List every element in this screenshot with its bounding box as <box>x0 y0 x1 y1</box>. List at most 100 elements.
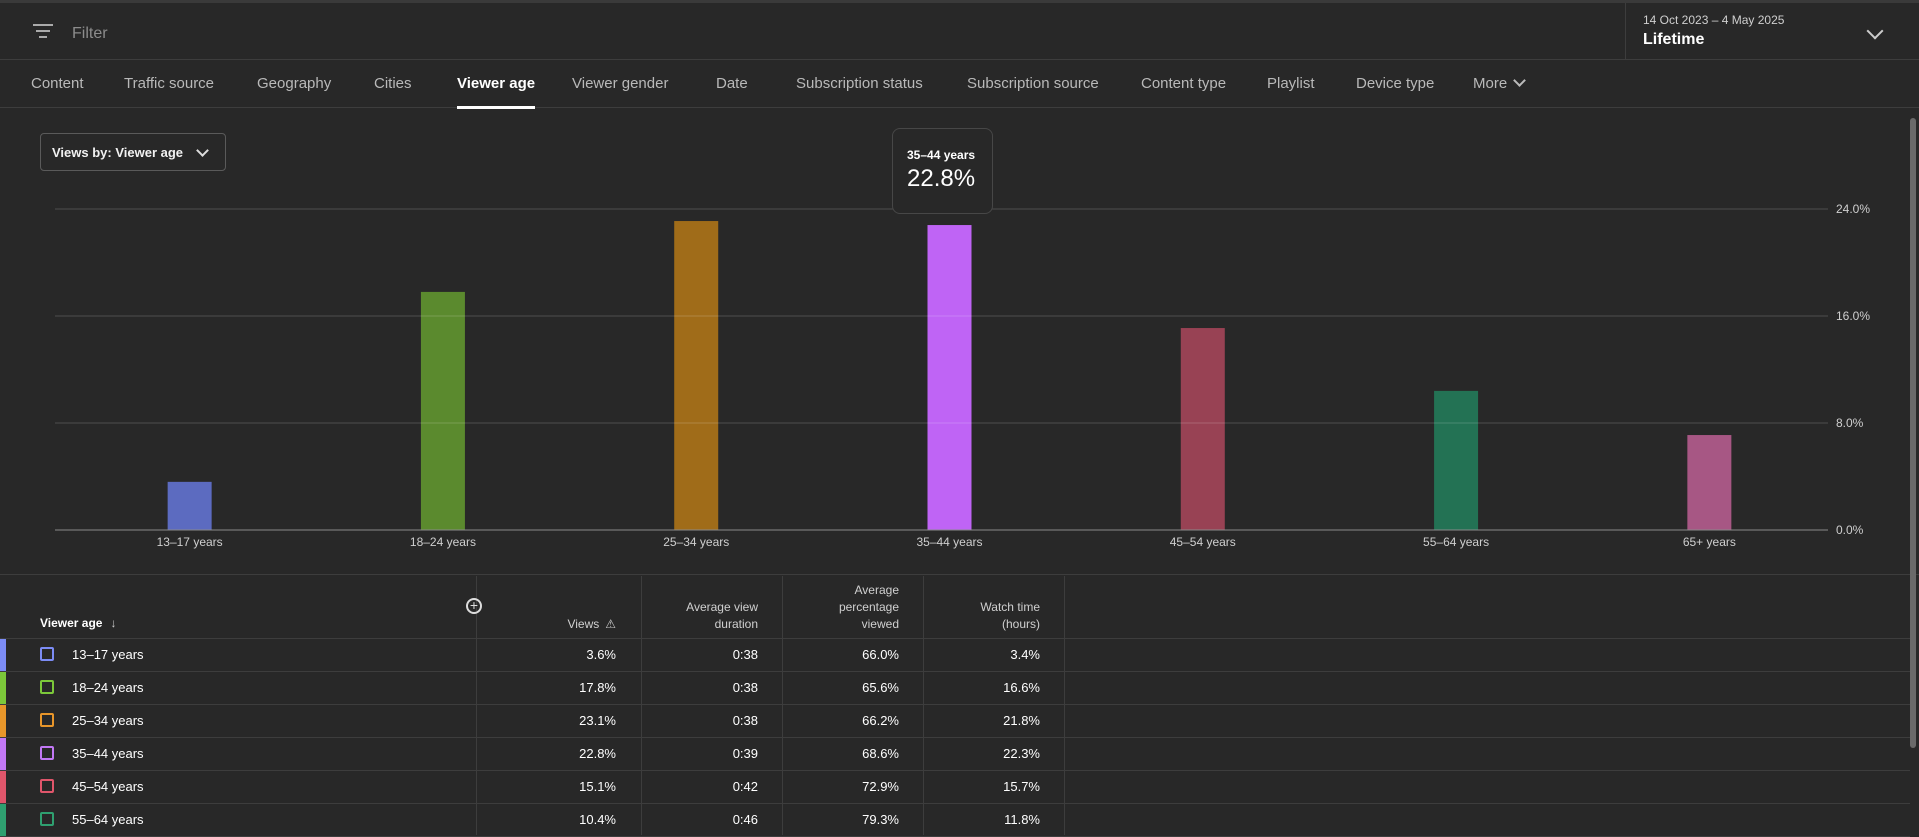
tab-geography[interactable]: Geography <box>257 75 332 92</box>
chart-tooltip: 35–44 years 22.8% <box>892 128 993 214</box>
warning-icon: ⚠ <box>605 617 616 631</box>
tab-content[interactable]: Content <box>31 75 84 92</box>
column-header-label: Viewer age <box>40 616 103 630</box>
tab-content-type[interactable]: Content type <box>1141 75 1227 92</box>
bar-3[interactable] <box>674 221 719 530</box>
cell-avg-duration: 0:38 <box>732 680 758 695</box>
column-divider <box>923 576 924 835</box>
table-row[interactable]: 45–54 years 15.1% 0:42 72.9% 15.7% <box>0 771 1910 804</box>
chart-panel: 13–17 years 18–24 years 25–34 years 35–44 y… <box>0 108 1919 575</box>
row-age-label: 35–44 years <box>72 746 144 761</box>
tab-playlist[interactable]: Playlist <box>1267 75 1315 92</box>
cell-avg-percentage: 65.6% <box>862 680 899 695</box>
cell-views: 23.1% <box>579 713 616 728</box>
column-header-views[interactable]: Views ⚠ <box>530 616 616 633</box>
x-tick-label: 18–24 years <box>410 535 476 549</box>
views-by-label: Views by: Viewer age <box>52 145 184 160</box>
tab-more[interactable]: More <box>1473 74 1527 92</box>
bar-5[interactable] <box>1180 328 1225 530</box>
header-line: viewed <box>861 617 899 631</box>
cell-avg-percentage: 72.9% <box>862 779 899 794</box>
chevron-down-icon <box>1866 22 1884 40</box>
column-header-label: Views <box>567 617 600 631</box>
row-color-indicator <box>0 639 6 671</box>
table-row[interactable]: 13–17 years 3.6% 0:38 66.0% 3.4% <box>0 639 1910 672</box>
bar-4[interactable] <box>927 225 972 531</box>
header-line: duration <box>714 617 758 631</box>
date-range-selector[interactable]: 14 Oct 2023 – 4 May 2025 Lifetime <box>1625 3 1919 60</box>
table-row[interactable]: 18–24 years 17.8% 0:38 65.6% 16.6% <box>0 672 1910 705</box>
column-divider <box>1064 576 1065 835</box>
add-column-icon[interactable]: + <box>466 598 482 614</box>
dimension-tabs: Content Traffic source Geography Cities … <box>0 60 1919 109</box>
tab-subscription-status[interactable]: Subscription status <box>796 75 923 92</box>
tab-viewer-gender[interactable]: Viewer gender <box>572 75 669 92</box>
cell-views: 22.8% <box>579 746 616 761</box>
tooltip-value: 22.8% <box>907 165 976 192</box>
row-age-label: 13–17 years <box>72 647 144 662</box>
cell-avg-duration: 0:46 <box>732 812 758 827</box>
filter-icon[interactable] <box>33 24 53 40</box>
cell-avg-duration: 0:39 <box>732 746 758 761</box>
header-divider <box>0 638 1910 639</box>
cell-watch-time: 22.3% <box>1003 746 1040 761</box>
row-age-label: 45–54 years <box>72 779 144 794</box>
column-divider <box>476 576 477 835</box>
cell-views: 3.6% <box>586 647 616 662</box>
cell-avg-percentage: 79.3% <box>862 812 899 827</box>
cell-watch-time: 15.7% <box>1003 779 1040 794</box>
header-line: (hours) <box>1001 617 1040 631</box>
tooltip-title: 35–44 years <box>907 148 976 162</box>
row-color-indicator <box>0 804 6 836</box>
table-row[interactable]: 35–44 years 22.8% 0:39 68.6% 22.3% <box>0 738 1910 771</box>
y-tick-label: 16.0% <box>1836 309 1870 323</box>
x-tick-label: 25–34 years <box>663 535 729 549</box>
row-checkbox[interactable] <box>40 746 54 760</box>
row-color-indicator <box>0 672 6 704</box>
cell-watch-time: 16.6% <box>1003 680 1040 695</box>
row-checkbox[interactable] <box>40 812 54 826</box>
cell-views: 17.8% <box>579 680 616 695</box>
chevron-down-icon <box>1513 74 1527 87</box>
chevron-down-icon <box>196 144 209 157</box>
tab-traffic-source[interactable]: Traffic source <box>124 75 215 92</box>
bar-2[interactable] <box>420 291 465 530</box>
column-header-avg-percentage-viewed[interactable]: Average percentage viewed <box>790 582 899 633</box>
date-range-label: Lifetime <box>1643 31 1705 48</box>
cell-views: 10.4% <box>579 812 616 827</box>
x-tick-label: 55–64 years <box>1423 535 1489 549</box>
header-line: Average view <box>686 600 758 614</box>
row-checkbox[interactable] <box>40 680 54 694</box>
bar-7[interactable] <box>1687 435 1732 530</box>
table-row[interactable]: 55–64 years 10.4% 0:46 79.3% 11.8% <box>0 804 1910 837</box>
cell-watch-time: 11.8% <box>1004 812 1040 827</box>
bar-1[interactable] <box>167 481 212 530</box>
column-header-viewer-age[interactable]: Viewer age ↓ <box>40 616 116 630</box>
row-checkbox[interactable] <box>40 647 54 661</box>
tab-date[interactable]: Date <box>716 75 748 92</box>
y-tick-label: 8.0% <box>1836 416 1864 430</box>
cell-avg-duration: 0:38 <box>732 647 758 662</box>
date-range-text: 14 Oct 2023 – 4 May 2025 <box>1643 13 1785 27</box>
column-header-avg-view-duration[interactable]: Average view duration <box>650 599 758 633</box>
row-checkbox[interactable] <box>40 779 54 793</box>
data-table: Viewer age ↓ + Views ⚠ Average view durati… <box>0 576 1919 837</box>
column-header-watch-time[interactable]: Watch time (hours) <box>930 599 1040 633</box>
cell-avg-duration: 0:38 <box>732 713 758 728</box>
cell-views: 15.1% <box>579 779 616 794</box>
row-age-label: 18–24 years <box>72 680 144 695</box>
table-row[interactable]: 25–34 years 23.1% 0:38 66.2% 21.8% <box>0 705 1910 738</box>
tab-more-label: More <box>1473 75 1508 92</box>
tab-device-type[interactable]: Device type <box>1356 75 1435 92</box>
tab-viewer-age[interactable]: Viewer age <box>457 75 536 109</box>
views-by-dropdown[interactable]: Views by: Viewer age <box>40 133 226 171</box>
bar-6[interactable] <box>1434 390 1479 530</box>
bar-chart: 13–17 years 18–24 years 25–34 years 35–44 y… <box>55 202 1870 549</box>
tab-cities[interactable]: Cities <box>374 75 412 92</box>
column-divider <box>782 576 783 835</box>
y-tick-label: 24.0% <box>1836 202 1870 216</box>
tab-subscription-source[interactable]: Subscription source <box>967 75 1099 92</box>
filter-input[interactable]: Filter <box>72 25 108 42</box>
scrollbar[interactable] <box>1910 118 1916 748</box>
row-checkbox[interactable] <box>40 713 54 727</box>
